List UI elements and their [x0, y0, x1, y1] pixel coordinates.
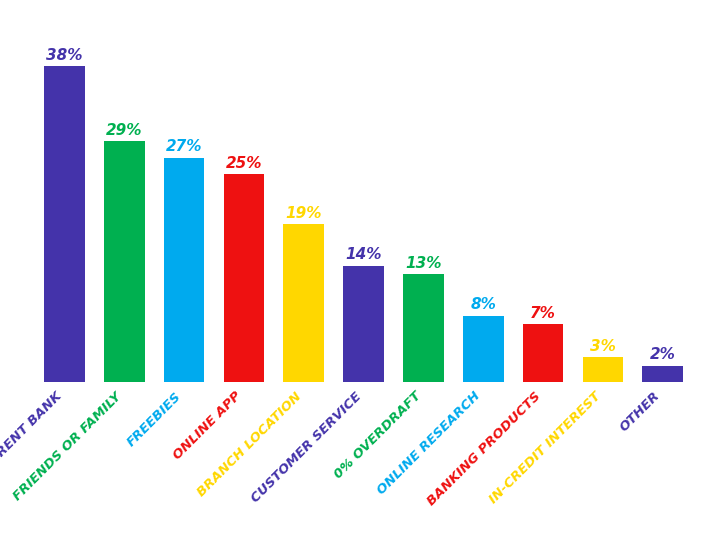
- Bar: [463, 316, 503, 382]
- Bar: [164, 158, 205, 382]
- Text: FRIENDS OR FAMILY: FRIENDS OR FAMILY: [11, 389, 124, 503]
- Text: 8%: 8%: [471, 298, 496, 312]
- Text: ONLINE APP: ONLINE APP: [171, 389, 244, 462]
- Text: 19%: 19%: [285, 206, 322, 221]
- Bar: [284, 224, 324, 382]
- Text: CUSTOMER SERVICE: CUSTOMER SERVICE: [248, 389, 364, 505]
- Text: 7%: 7%: [530, 306, 556, 321]
- Text: 2%: 2%: [650, 347, 676, 362]
- Bar: [224, 174, 265, 382]
- Text: 13%: 13%: [405, 256, 442, 271]
- Text: 25%: 25%: [226, 156, 262, 171]
- Text: 14%: 14%: [345, 247, 382, 263]
- Text: 27%: 27%: [166, 139, 202, 155]
- Text: BANKING PRODUCTS: BANKING PRODUCTS: [425, 389, 543, 508]
- Bar: [343, 266, 384, 382]
- Bar: [403, 274, 443, 382]
- Bar: [523, 324, 563, 382]
- Text: BRANCH LOCATION: BRANCH LOCATION: [195, 389, 304, 498]
- Bar: [583, 357, 623, 382]
- Bar: [104, 141, 145, 382]
- Text: CURRENT BANK: CURRENT BANK: [0, 389, 64, 481]
- Text: 38%: 38%: [46, 48, 83, 63]
- Text: OTHER: OTHER: [618, 389, 663, 435]
- Text: 3%: 3%: [590, 339, 616, 354]
- Bar: [642, 366, 683, 382]
- Bar: [44, 66, 85, 382]
- Text: FREEBIES: FREEBIES: [125, 389, 184, 449]
- Text: 0% OVERDRAFT: 0% OVERDRAFT: [332, 389, 424, 482]
- Text: ONLINE RESEARCH: ONLINE RESEARCH: [375, 389, 483, 497]
- Text: 29%: 29%: [106, 123, 143, 138]
- Text: IN-CREDIT INTEREST: IN-CREDIT INTEREST: [486, 389, 603, 506]
